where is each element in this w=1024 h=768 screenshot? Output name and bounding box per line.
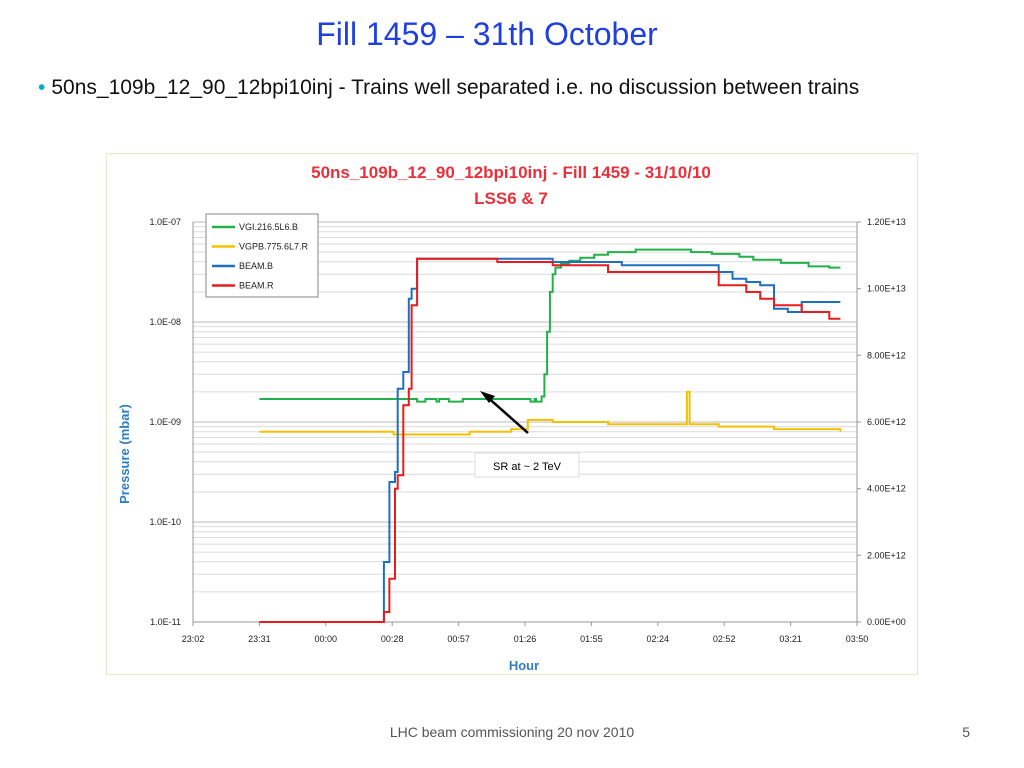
x-tick-label: 02:24 [647,634,670,644]
legend-label: VGI.216.5L6.B [239,222,298,232]
legend-label: BEAM.R [239,281,274,291]
x-tick-label: 23:02 [182,634,205,644]
slide-footer: LHC beam commissioning 20 nov 2010 [389,724,635,740]
y-right-tick-label: 1.00E+13 [867,284,906,294]
annotation-arrow-line [484,394,529,434]
chart-annotation: SR at ~ 2 TeV [474,391,580,478]
bullet-dot-icon: • [38,76,46,99]
bullet-text: 50ns_109b_12_90_12bpi10inj - Trains well… [51,76,860,99]
y-right-tick-label: 1.20E+13 [867,217,906,227]
chart-series [259,248,842,623]
legend-label: BEAM.B [239,261,273,271]
x-tick-label: 01:26 [514,634,537,644]
y-right-tick-label: 2.00E+12 [867,550,906,560]
chart-title: 50ns_109b_12_90_12bpi10inj - Fill 1459 -… [311,163,711,182]
x-tick-label: 00:57 [447,634,470,644]
y-axis-label: Pressure (mbar) [117,404,132,504]
legend-label: VGPB.775.6L7.R [239,242,309,252]
series-line-1 [259,390,842,436]
y-left-tick-label: 1.0E-09 [149,417,181,427]
chart-legend: VGI.216.5L6.B VGPB.775.6L7.R BEAM.B BEAM.R [205,213,319,298]
slide-title: Fill 1459 – 31th October [316,16,658,52]
annotation-box [474,452,580,478]
y-right-tick-label: 8.00E+12 [867,350,906,360]
page-number: 5 [962,724,970,740]
x-tick-label: 01:55 [580,634,603,644]
chart-container: 50ns_109b_12_90_12bpi10inj - Fill 1459 -… [106,153,918,675]
x-tick-label: 02:52 [713,634,736,644]
y-right-ticks: 0.00E+00 2.00E+12 4.00E+12 6.00E+12 8.00E+12… [857,217,906,627]
chart-subtitle: LSS6 & 7 [474,189,548,208]
x-tick-label: 03:21 [779,634,802,644]
series-line-3 [259,257,841,623]
y-left-ticks: 1.0E-11 1.0E-10 1.0E-09 1.0E-08 1.0E-07 [149,217,181,627]
x-tick-label: 00:28 [381,634,404,644]
y-right-tick-label: 6.00E+12 [867,417,906,427]
annotation-text: SR at ~ 2 TeV [493,461,562,473]
y-right-tick-label: 4.00E+12 [867,484,906,494]
x-tick-label: 00:00 [315,634,338,644]
x-axis-label: Hour [509,658,539,673]
x-ticks: 23:02 23:31 00:00 00:28 00:57 01:26 01:55 02:24… [182,622,869,644]
bullet-line: • 50ns_109b_12_90_12bpi10inj - Trains wel… [38,76,859,100]
y-right-tick-label: 0.00E+00 [867,617,906,627]
annotation-arrow-head-icon [480,391,495,403]
x-tick-label: 03:50 [846,634,869,644]
y-left-tick-label: 1.0E-07 [149,217,181,227]
pressure-beam-chart: 50ns_109b_12_90_12bpi10inj - Fill 1459 -… [117,163,906,673]
x-tick-label: 23:31 [248,634,271,644]
y-left-tick-label: 1.0E-11 [150,617,181,627]
series-line-0 [259,248,841,403]
y-left-tick-label: 1.0E-10 [149,517,181,527]
y-left-tick-label: 1.0E-08 [149,317,181,327]
